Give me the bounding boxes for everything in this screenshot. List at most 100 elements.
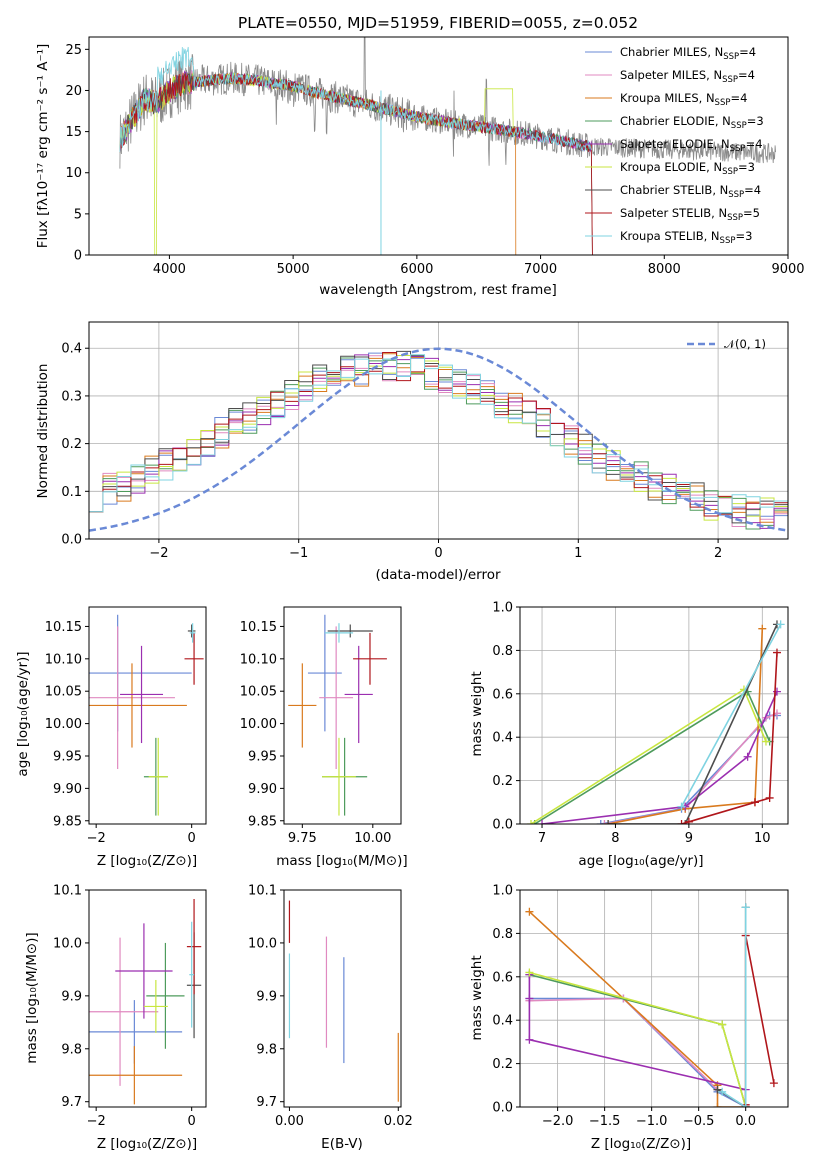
weight-marker-salpeter_stelib <box>677 820 686 824</box>
x-tick-label: 6000 <box>400 262 433 277</box>
x-tick-label: 9000 <box>771 262 804 277</box>
residual-ylabel: Normed distribution <box>35 364 51 499</box>
y-tick-label: 0.1 <box>61 485 82 500</box>
y-tick-label: 1.0 <box>492 884 513 899</box>
x-tick-label: 8000 <box>648 262 681 277</box>
legend-label: Salpeter MILES, NSSP=4 <box>620 68 755 85</box>
y-tick-label: 10.15 <box>45 620 82 635</box>
y-tick-label: 9.90 <box>53 782 82 797</box>
y-tick-label: 9.9 <box>256 989 277 1004</box>
y-tick-label: 0.2 <box>61 437 82 452</box>
y-tick-label: 10 <box>65 166 82 181</box>
y-tick-label: 20 <box>65 84 82 99</box>
y-tick-label: 0.6 <box>492 687 513 702</box>
y-tick-label: 0 <box>74 249 82 264</box>
y-tick-label: 0.8 <box>492 644 513 659</box>
y-tick-label: 0.0 <box>492 818 513 833</box>
x-tick-label: 1 <box>574 546 582 561</box>
x-tick-label: 8 <box>611 831 619 846</box>
weight-marker-kroupa_elodie <box>718 1020 727 1029</box>
axes-frame <box>283 889 402 1108</box>
x-tick-label: −0.5 <box>683 1114 715 1129</box>
axes-frame <box>88 889 207 1108</box>
weight-marker-salpeter_stelib <box>765 793 774 802</box>
residual-legend: 𝒩(0, 1) <box>687 337 766 351</box>
y-tick-label: 0.0 <box>492 1101 513 1116</box>
y-tick-label: 0.0 <box>61 533 82 548</box>
legend-label: Kroupa ELODIE, NSSP=3 <box>620 160 755 177</box>
weight-marker-kroupa_miles <box>758 624 767 633</box>
legend-label: Kroupa STELIB, NSSP=3 <box>620 229 752 246</box>
x-tick-label: 0 <box>188 831 196 846</box>
weight-marker-salpeter_stelib <box>684 817 693 824</box>
weight-marker-kroupa_stelib <box>677 802 686 811</box>
x-tick-label: 10.00 <box>354 831 391 846</box>
legend-label: Chabrier STELIB, NSSP=4 <box>620 183 761 200</box>
y-tick-label: 9.85 <box>53 814 82 829</box>
age-z-xlabel: Z [log₁₀(Z/Z⊙)] <box>97 853 197 869</box>
gauss-legend-label: 𝒩(0, 1) <box>724 337 766 351</box>
weight-marker-salpeter_elodie <box>525 1035 534 1044</box>
axes-frame <box>519 606 789 825</box>
x-tick-label: 0 <box>188 1114 196 1129</box>
legend-label: Chabrier MILES, NSSP=4 <box>620 45 756 62</box>
weight-line-salpeter_elodie <box>541 691 778 824</box>
x-tick-label: 9.75 <box>288 831 317 846</box>
legend-label: Kroupa MILES, NSSP=4 <box>620 91 747 108</box>
y-tick-label: 9.95 <box>248 749 277 764</box>
x-tick-label: −1.5 <box>589 1114 621 1129</box>
y-tick-label: 10.1 <box>53 884 82 899</box>
weight-marker-salpeter_elodie <box>525 994 534 1003</box>
y-tick-label: 10.10 <box>240 652 277 667</box>
weight-marker-chabrier_miles <box>596 820 605 824</box>
weight-marker-kroupa_miles <box>713 1103 722 1107</box>
y-tick-label: 0.3 <box>61 389 82 404</box>
y-tick-label: 0.8 <box>492 927 513 942</box>
spectrum-title: PLATE=0550, MJD=51959, FIBERID=0055, z=0… <box>238 14 638 32</box>
y-tick-label: 10.05 <box>45 685 82 700</box>
weight-marker-kroupa_elodie <box>527 820 536 824</box>
residual-plot: −2 −1 0 1 2 0.0 0.1 0.2 0.3 0.4 <box>61 321 789 561</box>
weight-age-plot: 7 8 9 10 0.0 0.2 0.4 0.6 0.8 1.0 <box>492 601 789 846</box>
axes-frame <box>88 606 207 825</box>
spectrum-xlabel: wavelength [Angstrom, rest frame] <box>319 282 557 298</box>
weight-marker-kroupa_stelib <box>741 903 750 912</box>
weight-marker-kroupa_miles <box>525 907 534 916</box>
y-tick-label: 9.85 <box>248 814 277 829</box>
y-tick-label: 9.95 <box>53 749 82 764</box>
x-tick-label: −2 <box>149 546 168 561</box>
y-tick-label: 10.0 <box>248 936 277 951</box>
spectrum-legend: Chabrier MILES, NSSP=4 Salpeter MILES, NS… <box>585 45 764 246</box>
weight-marker-salpeter_stelib <box>769 1079 778 1088</box>
gaussian-curve <box>89 347 788 532</box>
x-tick-label: 2 <box>714 546 722 561</box>
model-spectrum-salpeter_stelib <box>119 73 593 255</box>
weight-marker-kroupa_elodie <box>761 737 770 746</box>
weight-marker-kroupa_stelib <box>776 620 785 629</box>
weight-z-xlabel: Z [log₁₀(Z/Z⊙)] <box>591 1136 691 1152</box>
mass-z-ylabel: mass [log₁₀(M/M⊙)] <box>24 932 40 1063</box>
mass-z-plot: −2 0 9.7 9.8 9.9 10.0 10.1 <box>53 884 207 1129</box>
x-tick-label: −2.0 <box>542 1114 574 1129</box>
weight-marker-salpeter_stelib <box>772 648 781 657</box>
mass-z-xlabel: Z [log₁₀(Z/Z⊙)] <box>97 1136 197 1152</box>
model-spectrum-kroupa_stelib <box>119 46 592 153</box>
y-tick-label: 10.00 <box>45 717 82 732</box>
x-tick-label: −1 <box>289 546 308 561</box>
age-z-ylabel: age [log₁₀(age/yr)] <box>15 651 31 776</box>
axes-frame <box>88 321 789 540</box>
legend-label: Salpeter ELODIE, NSSP=4 <box>620 137 763 154</box>
weight-marker-salpeter_elodie <box>538 820 547 824</box>
x-tick-label: 10 <box>754 831 771 846</box>
weight-marker-salpeter_miles <box>600 820 609 824</box>
residual-xlabel: (data-model)/error <box>375 567 501 583</box>
weight-z-ylabel: mass weight <box>469 955 485 1040</box>
y-tick-label: 9.8 <box>256 1042 277 1057</box>
y-tick-label: 0.6 <box>492 970 513 985</box>
spectrum-plot: 4000 5000 6000 7000 8000 9000 0 5 10 15 20 25 <box>65 36 805 277</box>
y-tick-label: 9.7 <box>61 1095 82 1110</box>
y-tick-label: 0.4 <box>61 342 82 357</box>
x-tick-label: 7 <box>538 831 546 846</box>
